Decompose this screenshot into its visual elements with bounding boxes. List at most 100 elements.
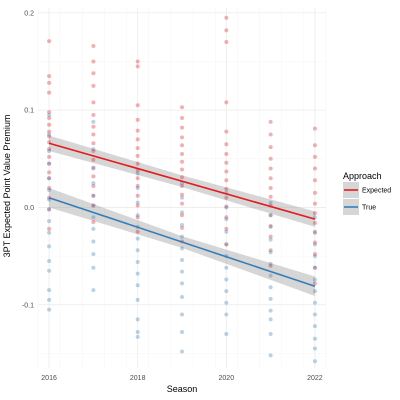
point-expected: [312, 126, 317, 131]
point-expected: [312, 221, 317, 226]
point-true: [135, 317, 140, 322]
point-expected: [268, 223, 273, 228]
x-tick-label: 2020: [219, 375, 235, 382]
point-true: [224, 331, 229, 336]
point-expected: [135, 176, 140, 181]
y-tick-label: 0.0: [24, 205, 34, 212]
point-expected: [180, 167, 184, 172]
point-true: [91, 226, 96, 231]
grid-layer: [37, 8, 327, 368]
point-expected: [91, 43, 96, 48]
point-true: [312, 229, 317, 234]
point-true: [135, 248, 140, 253]
point-true: [224, 242, 229, 247]
point-expected: [224, 242, 229, 247]
point-expected: [47, 176, 52, 181]
point-expected: [91, 193, 96, 198]
point-true: [312, 277, 317, 282]
point-expected: [135, 137, 140, 142]
point-true: [268, 261, 273, 266]
point-expected: [224, 40, 229, 45]
point-expected: [47, 186, 52, 190]
point-true: [135, 271, 140, 276]
point-true: [180, 234, 184, 239]
point-expected: [268, 132, 273, 137]
point-true: [180, 246, 184, 251]
point-expected: [312, 252, 317, 257]
y-tick-label: 0.2: [24, 10, 34, 17]
point-expected: [135, 146, 140, 151]
point-true: [180, 281, 184, 286]
point-expected: [268, 213, 273, 218]
point-true: [224, 300, 229, 305]
point-true: [47, 219, 52, 224]
point-expected: [135, 117, 140, 122]
point-true: [312, 324, 317, 329]
point-true: [135, 213, 140, 218]
point-true: [47, 113, 52, 118]
point-expected: [91, 149, 96, 154]
point-true: [91, 252, 96, 257]
point-expected: [47, 134, 52, 139]
point-true: [268, 200, 273, 205]
point-true: [47, 207, 52, 212]
point-expected: [268, 156, 273, 161]
point-true: [47, 297, 52, 302]
point-expected: [47, 110, 52, 115]
points-layer: [47, 15, 317, 364]
point-expected: [268, 145, 273, 150]
legend-label: True: [362, 205, 376, 212]
point-expected: [180, 213, 184, 218]
point-expected: [47, 115, 52, 120]
point-expected: [312, 190, 317, 195]
point-true: [268, 353, 273, 358]
point-expected: [180, 151, 184, 156]
point-true: [224, 205, 229, 210]
point-true: [268, 317, 273, 322]
point-true: [47, 268, 52, 273]
point-true: [268, 285, 273, 290]
point-expected: [224, 160, 229, 165]
point-expected: [312, 166, 317, 171]
point-true: [47, 161, 52, 166]
point-true: [91, 239, 96, 244]
point-true: [47, 149, 52, 154]
tick-labels-layer: 2016 2018 2020 2022 -0.1 0.0 0.1 0.2: [22, 10, 323, 382]
point-expected: [91, 141, 96, 146]
point-expected: [224, 215, 229, 220]
point-expected: [91, 113, 96, 118]
point-true: [135, 334, 140, 339]
point-expected: [312, 178, 317, 183]
point-expected: [224, 204, 229, 209]
point-true: [180, 210, 184, 215]
point-true: [268, 224, 273, 229]
point-expected: [224, 226, 229, 231]
point-expected: [268, 119, 273, 124]
point-expected: [47, 90, 52, 95]
point-expected: [91, 124, 96, 129]
legend-items: Expected True: [343, 182, 391, 215]
point-expected: [224, 142, 229, 147]
point-expected: [268, 186, 273, 190]
point-expected: [312, 230, 317, 235]
point-expected: [47, 161, 52, 166]
point-true: [224, 217, 229, 222]
point-true: [91, 265, 96, 270]
point-expected: [91, 132, 96, 137]
point-expected: [135, 229, 140, 234]
point-true: [135, 259, 140, 264]
point-expected: [135, 128, 140, 133]
point-expected: [135, 64, 140, 69]
point-true: [91, 147, 96, 152]
point-true: [47, 132, 52, 137]
point-expected: [91, 59, 96, 64]
point-expected: [135, 203, 140, 208]
point-expected: [180, 115, 184, 120]
legend-title: Approach: [343, 171, 382, 181]
point-expected: [47, 147, 52, 152]
point-expected: [312, 240, 317, 245]
point-expected: [47, 122, 52, 127]
point-expected: [224, 178, 229, 183]
